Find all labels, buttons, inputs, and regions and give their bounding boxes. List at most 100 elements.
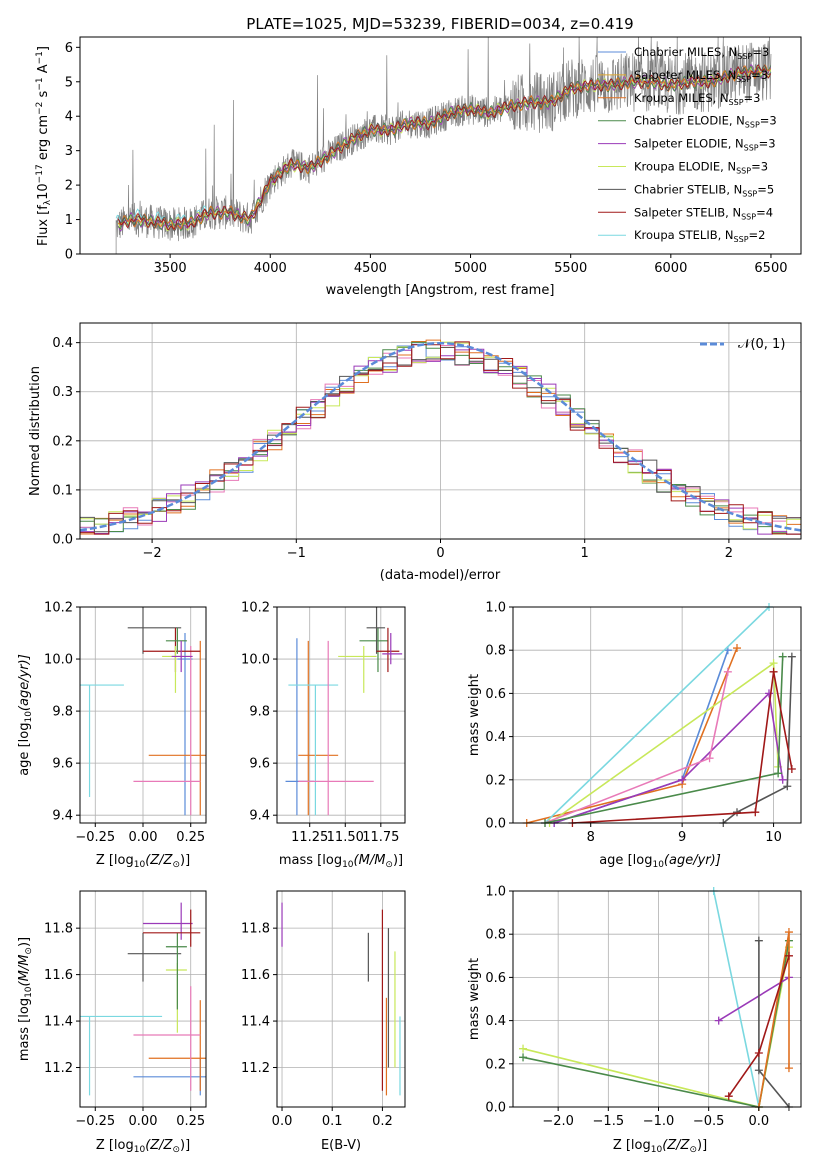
x-tick-label: 11.75 [362,830,399,845]
mass-weight-vs-age-panel: 8 9 10 0.0 0.2 0.4 0.6 0.8 1.0 age [log10(age/y… [467,601,802,870]
series-marker [784,951,793,960]
y-tick-label: 5 [65,75,73,90]
series-marker [678,775,687,784]
spectrum-yticks: 0 1 2 3 4 5 6 [65,41,80,263]
x-tick-label: 10 [765,830,782,845]
series-marker [519,1044,528,1053]
x-tick-label: −0.25 [75,1114,115,1129]
series-marker [751,808,760,817]
x-tick-label: 0 [436,546,444,561]
x-tick-label: 5500 [554,261,587,276]
histogram-step [79,341,801,539]
mw-z-ylabel: mass weight [467,958,482,1040]
x-tick-label: −1.0 [643,1114,675,1129]
age-vs-z-yticks: 9.4 9.6 9.8 10.0 10.2 [44,601,80,824]
y-tick-label: 0.2 [485,1057,506,1072]
age-vs-z-xticks: −0.25 0.00 0.25 [75,823,205,845]
series-marker [783,782,792,791]
series-line [712,890,760,1108]
y-tick-label: 0.4 [52,336,73,351]
x-tick-label: 9 [678,830,686,845]
age-vs-z-ylabel: age [log10(age/yr)] [17,654,34,776]
mw-z-xticks: −2.0 −1.5 −1.0 −0.5 0.0 [542,1107,769,1129]
y-tick-label: 0.2 [485,773,506,788]
spectrum-ylabel: Flux [fλ10−17 erg cm−2 s−1 A−1] [35,46,53,246]
histogram-xlabel: (data-model)/error [380,568,501,583]
mw-age-plot [522,603,796,827]
y-tick-label: 0.4 [485,1014,506,1029]
series-marker [723,667,732,676]
histogram-legend: 𝒩(0, 1) [700,337,785,352]
series-marker [754,936,763,945]
spectrum-panel: PLATE=1025, MJD=53239, FIBERID=0034, z=0… [35,15,802,298]
mass-weight-vs-z-panel: −2.0 −1.5 −1.0 −0.5 0.0 0.0 0.2 0.4 0.6 0.8 1.0 Z… [467,885,802,1155]
y-tick-label: 9.4 [249,809,270,824]
series-marker [769,667,778,676]
x-tick-label: 5000 [454,261,487,276]
series-marker [754,1049,763,1057]
mass-vs-ebv-yticks: 11.2 11.4 11.6 11.8 [241,922,277,1076]
legend-label: Kroupa STELIB, NSSP=2 [634,228,765,244]
series-line [553,691,784,824]
y-tick-label: 4 [65,110,73,125]
series-marker [784,1064,793,1073]
y-tick-label: 0.0 [485,817,506,832]
series-marker [784,928,793,937]
legend-label: Salpeter MILES, NSSP=3 [634,68,768,84]
legend-label: Kroupa MILES, NSSP=3 [634,91,760,107]
spectrum-title: PLATE=1025, MJD=53239, FIBERID=0034, z=0… [246,15,633,33]
y-tick-label: 11.8 [241,922,270,937]
series-marker [705,754,714,763]
mw-z-yticks: 0.0 0.2 0.4 0.6 0.8 1.0 [485,885,513,1116]
x-tick-label: 0.0 [749,1114,770,1129]
mass-vs-z-plot [80,902,206,1096]
legend-label: Kroupa ELODIE, NSSP=3 [634,160,768,176]
x-tick-label: 0.25 [176,1114,205,1129]
spectrum-model-line [117,63,772,232]
series-marker [733,808,741,817]
y-tick-label: 0.6 [485,971,506,986]
spectrum-model-line [118,64,771,231]
series-line [544,606,770,824]
x-tick-label: 6500 [754,261,787,276]
y-tick-label: 6 [65,41,73,56]
x-tick-label: 0.0 [272,1114,293,1129]
y-tick-label: 10.0 [44,653,73,668]
y-tick-label: 11.4 [44,1015,73,1030]
y-tick-label: 0 [65,248,73,263]
histogram-xticks: −2 −1 0 1 2 [143,539,733,561]
y-tick-label: 9.8 [249,705,270,720]
x-tick-label: −2 [143,546,162,561]
x-tick-label: 6000 [654,261,687,276]
y-tick-label: 9.4 [52,809,73,824]
y-tick-label: 0.8 [485,644,506,659]
y-tick-label: 3 [65,144,73,159]
spectrum-xlabel: wavelength [Angstrom, rest frame] [326,283,555,298]
series-marker [733,644,741,653]
series-marker [778,775,787,784]
x-tick-label: −0.25 [75,830,115,845]
series-line [572,671,793,824]
x-tick-label: 0.2 [372,1114,393,1129]
mass-vs-z-xlabel: Z [log10(Z/Z⊙)] [96,1138,190,1155]
legend-label: Chabrier MILES, NSSP=3 [634,45,769,61]
y-tick-label: 0.3 [52,385,73,400]
histogram-plot [79,339,802,539]
legend-label: Chabrier STELIB, NSSP=5 [634,182,774,198]
x-tick-label: −1 [287,546,306,561]
mass-vs-ebv-panel: 0.0 0.1 0.2 11.2 11.4 11.6 11.8 E(B-V) [241,890,406,1153]
x-tick-label: 4000 [254,261,287,276]
series-marker [765,689,773,698]
mass-vs-z-panel: −0.25 0.00 0.25 11.2 11.4 11.6 11.8 Z [log10(… [17,890,207,1155]
series-marker [714,1016,723,1025]
y-tick-label: 0.2 [52,434,73,449]
series-marker [778,652,787,661]
x-tick-label: 1 [581,546,589,561]
mw-age-yticks: 0.0 0.2 0.4 0.6 0.8 1.0 [485,601,513,832]
y-tick-label: 0.4 [485,730,506,745]
spectrum-data-line [115,36,772,254]
y-tick-label: 10.2 [241,601,270,616]
